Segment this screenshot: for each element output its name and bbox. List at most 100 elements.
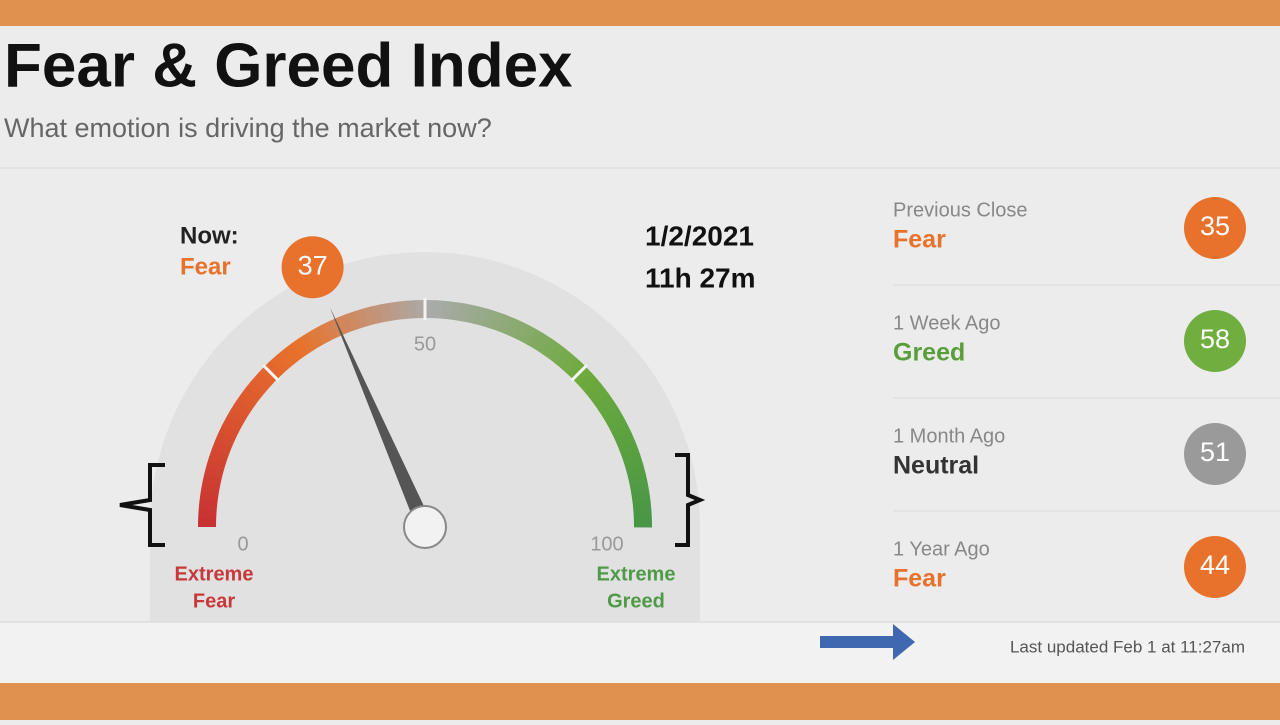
gauge-arc-segment xyxy=(546,346,553,351)
history-value: 51 xyxy=(1200,437,1230,467)
history-rating: Fear xyxy=(893,226,946,254)
gauge-arc-segment xyxy=(637,476,639,485)
history-panel: Previous Close Fear 35 1 Week Ago Greed 58 1 M… xyxy=(893,197,1280,598)
time: 11h 27m xyxy=(645,262,756,293)
gauge-arc-segment xyxy=(524,333,532,337)
gauge-arc-segment xyxy=(591,385,597,392)
gauge-arc-segment xyxy=(623,436,627,444)
gauge-arc-segment xyxy=(366,315,375,317)
gauge-arc-segment xyxy=(304,341,312,346)
gauge-arc-segment xyxy=(239,406,244,414)
history-rating: Neutral xyxy=(893,452,979,480)
gauge-arc-segment xyxy=(283,356,290,362)
gauge-arc-segment xyxy=(207,509,208,518)
gauge-arc-segment xyxy=(342,322,350,325)
history-value: 35 xyxy=(1200,211,1230,241)
gauge-arc-segment xyxy=(615,420,619,428)
history-label: Previous Close xyxy=(893,199,1028,221)
gauge-arc-segment xyxy=(606,406,611,414)
gauge-arc-segment xyxy=(553,351,560,356)
gauge-arc-segment xyxy=(215,459,218,468)
gauge-arc-segment xyxy=(626,444,629,452)
gauge-arc-segment xyxy=(391,310,400,311)
gauge-arc-segment xyxy=(468,313,477,315)
gauge-arc-segment xyxy=(532,337,540,342)
gauge-arc-segment xyxy=(611,413,616,421)
history-rating: Greed xyxy=(893,339,965,367)
gauge-arc-segment xyxy=(585,379,591,386)
date: 1/2/2021 xyxy=(645,220,754,251)
gauge-arc-segment xyxy=(408,309,417,310)
needle-hub xyxy=(404,506,446,548)
extreme-label: Fear xyxy=(193,590,235,612)
gauge-arc-segment xyxy=(639,484,641,493)
gauge-arc-segment xyxy=(218,451,221,459)
gauge-arc-segment xyxy=(640,493,641,502)
gauge-arc-segment xyxy=(231,420,235,428)
gauge-arc-segment xyxy=(311,337,319,342)
gauge-arc-segment xyxy=(254,385,260,392)
gauge-arc-segment xyxy=(209,492,210,501)
gauge-arc-segment xyxy=(451,311,460,312)
gauge-arc-segment xyxy=(259,379,265,386)
gauge-arc-segment xyxy=(641,501,642,510)
now-label: Now: xyxy=(180,222,239,249)
gauge-arc-segment xyxy=(326,329,334,333)
gauge-arc-segment xyxy=(476,315,485,317)
top-band xyxy=(0,0,1280,26)
extreme-label: Extreme xyxy=(597,563,676,585)
gauge-arc-segment xyxy=(560,356,567,362)
gauge-arc-segment xyxy=(399,310,408,311)
history-label: 1 Month Ago xyxy=(893,425,1005,447)
bottom-band xyxy=(0,683,1280,720)
gauge-arc-segment xyxy=(601,399,606,406)
title: Fear & Greed Index xyxy=(4,31,573,100)
gauge-arc-segment xyxy=(642,510,643,519)
gauge-arc-segment xyxy=(596,392,601,399)
subtitle: What emotion is driving the market now? xyxy=(4,113,492,143)
last-updated: Last updated Feb 1 at 11:27am xyxy=(1010,637,1245,656)
gauge-arc-segment xyxy=(567,361,574,367)
gauge-arc-segment xyxy=(442,310,451,311)
gauge-arc-segment xyxy=(318,333,326,337)
gauge-arc-segment xyxy=(484,317,493,320)
gauge-arc-segment xyxy=(358,317,367,320)
history-label: 1 Year Ago xyxy=(893,538,990,560)
gauge-arc-segment xyxy=(539,341,547,346)
gauge-arc-segment xyxy=(508,326,516,330)
history-value: 44 xyxy=(1200,550,1230,580)
gauge-arc-segment xyxy=(516,329,524,333)
extreme-label: Extreme xyxy=(175,563,254,585)
gauge-arc-segment xyxy=(211,476,213,485)
gauge-arc-segment xyxy=(224,435,228,443)
gauge-arc-segment xyxy=(459,312,468,314)
gauge-arc-segment xyxy=(630,452,633,460)
gauge-arc-segment xyxy=(249,392,254,399)
gauge-arc-segment xyxy=(290,350,297,355)
gauge-arc-segment xyxy=(350,320,358,323)
gauge-arc-segment xyxy=(297,346,304,351)
gauge-arc-segment xyxy=(632,460,635,469)
now-value: 37 xyxy=(298,250,328,280)
gauge-arc-segment xyxy=(244,399,249,406)
history-label: 1 Week Ago xyxy=(893,312,1000,334)
gauge-arc-segment xyxy=(492,320,500,323)
extreme-label: Greed xyxy=(607,590,665,612)
history-rating: Fear xyxy=(893,565,946,593)
gauge-arc-segment xyxy=(374,313,383,315)
gauge-arc-segment xyxy=(635,468,637,477)
gauge-arc-segment xyxy=(213,467,215,476)
gauge-arc-segment xyxy=(208,501,209,510)
history-value: 58 xyxy=(1200,324,1230,354)
gauge-arc-segment xyxy=(434,309,443,310)
gauge-arc-segment xyxy=(619,428,623,436)
gauge-arc-segment xyxy=(227,428,231,436)
now-rating: Fear xyxy=(180,253,231,280)
gauge-arc-segment xyxy=(210,484,212,493)
gauge-arc-segment xyxy=(235,413,240,421)
scale-label: 100 xyxy=(590,533,623,555)
scale-label: 50 xyxy=(414,333,436,355)
